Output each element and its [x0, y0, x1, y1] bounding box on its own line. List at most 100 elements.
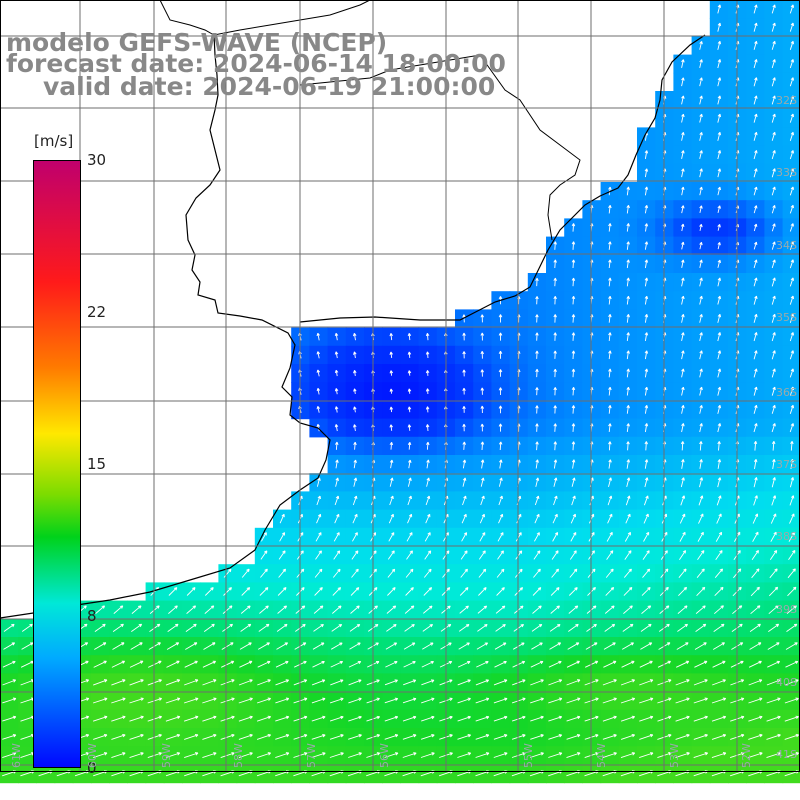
wind-arrow [348, 679, 362, 686]
wind-arrow [712, 642, 725, 650]
lat-label: 39S [776, 603, 797, 616]
wind-arrow [717, 477, 722, 488]
wind-arrow [334, 332, 339, 341]
wind-arrow [530, 733, 544, 740]
wind-arrow [404, 605, 415, 614]
wind-arrow [789, 332, 795, 342]
wind-arrow [407, 370, 412, 376]
wind-arrow [698, 495, 704, 506]
wind-arrow [750, 586, 760, 597]
wind-arrow [789, 477, 795, 488]
wind-arrow [329, 733, 344, 740]
wind-arrow [753, 259, 758, 269]
wind-arrow [570, 532, 577, 542]
wind-arrow [457, 679, 471, 686]
wind-arrow [462, 405, 466, 413]
wind-arrow [94, 642, 107, 650]
wind-arrow [330, 679, 344, 686]
wind-arrow [459, 587, 469, 596]
wind-arrow [753, 223, 758, 232]
wind-arrow [512, 660, 526, 668]
wind-arrow [602, 733, 617, 740]
wind-arrow [717, 441, 721, 451]
wind-arrow [680, 495, 686, 506]
wind-arrow [753, 113, 758, 123]
wind-arrow [753, 95, 758, 105]
wind-arrow [94, 623, 106, 632]
wind-arrow [462, 332, 466, 341]
wind-arrow [479, 513, 485, 524]
wind-arrow [548, 715, 563, 722]
wind-arrow [422, 642, 434, 650]
wind-arrow [608, 386, 612, 396]
wind-arrow [753, 186, 758, 196]
wind-arrow [604, 623, 616, 632]
wind-arrow [129, 660, 144, 668]
wind-arrow [789, 204, 794, 214]
wind-arrow [275, 660, 289, 668]
wind-arrow [748, 752, 763, 759]
wind-arrow [644, 332, 649, 341]
wind-arrow [535, 477, 540, 487]
wind-arrow [716, 513, 722, 524]
wind-arrow [131, 605, 142, 614]
wind-arrow [480, 350, 484, 359]
wind-arrow [407, 495, 412, 506]
wind-arrow [426, 477, 430, 487]
wind-arrow [713, 623, 725, 632]
wind-arrow [571, 459, 576, 469]
wind-arrow [571, 350, 576, 360]
wind-arrow [202, 679, 217, 686]
wind-arrow [699, 186, 703, 196]
wind-arrow [384, 752, 399, 758]
wind-arrow [678, 586, 688, 597]
wind-arrow [696, 586, 706, 597]
wind-arrow [789, 95, 795, 105]
wind-arrow [220, 752, 235, 759]
wind-arrow [566, 733, 581, 740]
wind-arrow [93, 660, 107, 668]
wind-arrow [223, 587, 232, 596]
wind-arrow [165, 733, 181, 740]
wind-arrow [620, 733, 636, 740]
wind-arrow [644, 277, 649, 287]
wind-arrow [625, 495, 631, 506]
wind-arrow [516, 513, 522, 524]
wind-arrow [699, 386, 703, 396]
wind-arrow [353, 406, 357, 413]
wind-arrow [643, 531, 650, 542]
wind-arrow [420, 752, 435, 758]
wind-arrow [353, 351, 357, 359]
wind-arrow [348, 733, 362, 740]
wind-arrow [457, 752, 472, 758]
wind-arrow [275, 715, 290, 722]
wind-arrow [457, 715, 471, 722]
wind-arrow [261, 532, 267, 542]
wind-arrow [644, 295, 649, 305]
wind-arrow [480, 405, 484, 414]
wind-arrow [771, 59, 776, 69]
wind-arrow [389, 424, 393, 431]
wind-arrow [92, 715, 108, 722]
wind-arrow [311, 752, 326, 758]
wind-arrow [352, 532, 358, 542]
wind-arrow [424, 532, 431, 542]
wind-arrow [676, 660, 690, 668]
wind-arrow [717, 113, 722, 123]
wind-arrow [553, 459, 558, 469]
wind-arrow [571, 332, 576, 341]
wind-arrow [644, 186, 649, 196]
wind-arrow [203, 642, 216, 650]
wind-arrow [711, 752, 727, 759]
wind-arrow [92, 697, 108, 704]
wind-arrow [771, 313, 776, 323]
wind-arrow [679, 550, 687, 560]
wind-arrow [766, 697, 781, 704]
wind-arrow [771, 186, 776, 196]
wind-arrow [699, 95, 703, 105]
wind-arrow [475, 697, 490, 704]
wind-arrow [698, 513, 704, 524]
wind-arrow [608, 423, 612, 432]
wind-arrow [626, 477, 631, 488]
